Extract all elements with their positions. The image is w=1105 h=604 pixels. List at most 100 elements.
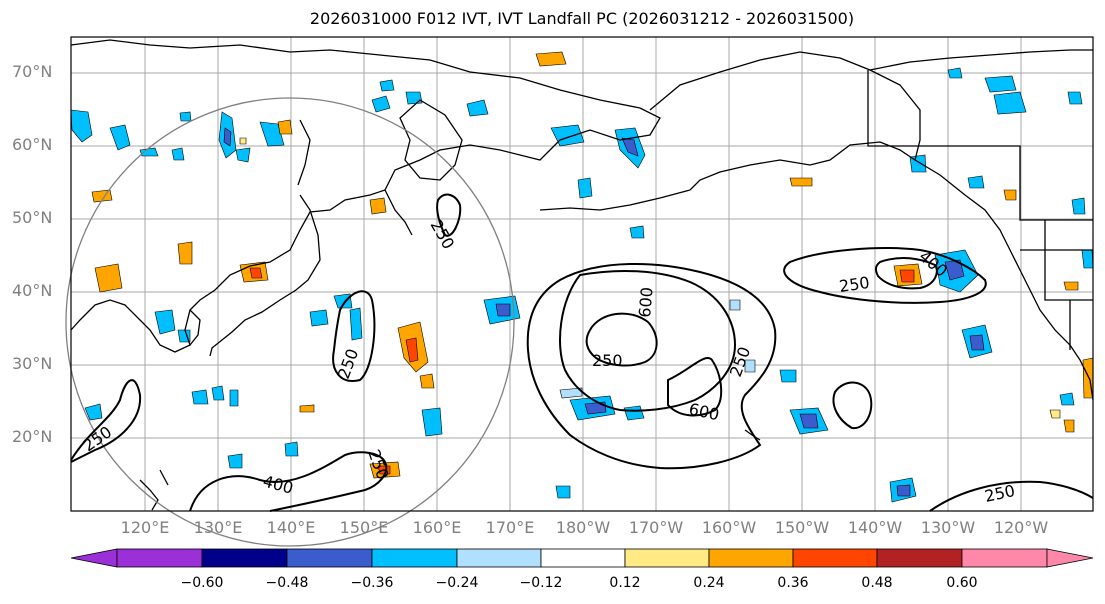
lon-label: 130°E bbox=[193, 518, 243, 537]
colorbar-tick-label: −0.24 bbox=[435, 575, 479, 591]
coastline-canada bbox=[869, 49, 1094, 401]
colorbar-segment bbox=[876, 548, 963, 568]
ivt-patch bbox=[623, 405, 645, 421]
lat-label: 40°N bbox=[12, 281, 53, 300]
lat-label: 30°N bbox=[12, 354, 53, 373]
ivt-patch bbox=[223, 127, 232, 147]
contour-250-north bbox=[436, 193, 462, 237]
colorbar-segment bbox=[116, 548, 203, 568]
contour-label: 600 bbox=[635, 286, 657, 318]
coastline-korea bbox=[189, 309, 201, 346]
ivt-patch bbox=[1067, 91, 1083, 105]
colorbar-segment bbox=[201, 548, 288, 568]
contour-label: 250 bbox=[838, 273, 871, 296]
colorbar-segment bbox=[624, 548, 710, 568]
ivt-patch bbox=[535, 51, 567, 67]
ivt-patch bbox=[349, 307, 363, 341]
ivt-patch bbox=[1063, 281, 1079, 291]
ivt-patch bbox=[896, 484, 911, 497]
lat-label: 20°N bbox=[12, 427, 53, 446]
ivt-patch bbox=[799, 413, 819, 429]
ivt-patch bbox=[789, 177, 813, 187]
colorbar-tick-label: −0.60 bbox=[180, 575, 224, 591]
contour-400-east bbox=[874, 257, 938, 290]
colorbar-extend-low bbox=[70, 548, 118, 568]
ivt-patch bbox=[154, 309, 176, 335]
contour-label: 250 bbox=[592, 351, 623, 370]
ivt-patch bbox=[495, 303, 511, 317]
ivt-patch bbox=[239, 137, 247, 145]
colorbar bbox=[70, 548, 1094, 568]
colorbar-segment bbox=[540, 548, 626, 568]
contour-250-west bbox=[70, 379, 142, 463]
ivt-patch bbox=[235, 147, 251, 163]
ivt-patch bbox=[969, 334, 985, 351]
lon-label: 130°W bbox=[920, 518, 976, 537]
ivt-patch bbox=[621, 137, 639, 157]
ivt-patch bbox=[947, 67, 963, 79]
ivt-patch bbox=[559, 387, 583, 399]
contour-labels: 250 250 250 250 250 250 250 250 400 400 … bbox=[79, 217, 1016, 506]
ivt-patch bbox=[967, 175, 985, 189]
ivt-patch bbox=[309, 309, 329, 327]
contour-600-central bbox=[585, 312, 658, 367]
ivt-patch bbox=[284, 441, 299, 457]
ivt-patch bbox=[993, 91, 1027, 115]
lat-label: 60°N bbox=[12, 135, 53, 154]
lon-label: 170°E bbox=[485, 518, 535, 537]
ivt-patch bbox=[629, 225, 645, 239]
ivt-patch bbox=[211, 385, 225, 401]
coastline-sakhalin bbox=[297, 119, 311, 186]
border-canada-us bbox=[867, 70, 1093, 221]
colorbar-tick-label: 0.60 bbox=[946, 575, 978, 591]
colorbar-tick-label: −0.36 bbox=[350, 575, 394, 591]
ivt-patch bbox=[1059, 392, 1075, 406]
ivt-patch bbox=[744, 359, 756, 373]
coastline-asia-north bbox=[70, 39, 661, 191]
ivt-patch bbox=[1003, 189, 1017, 201]
contour-250-japan bbox=[332, 290, 376, 382]
coastline-japan bbox=[209, 194, 321, 357]
coastline-philippines bbox=[139, 469, 169, 511]
colorbar-tick-label: −0.12 bbox=[519, 575, 563, 591]
ivt-patch bbox=[171, 147, 185, 161]
contour-400-central bbox=[559, 269, 737, 412]
map-frame bbox=[70, 36, 1094, 512]
colorbar-extend-high bbox=[1046, 548, 1094, 568]
ivt-patch bbox=[419, 373, 435, 389]
ivt-patch bbox=[94, 263, 123, 293]
map-title: 2026031000 F012 IVT, IVT Landfall PC (20… bbox=[309, 9, 855, 28]
colorbar-segment bbox=[708, 548, 794, 568]
ivt-patch bbox=[466, 99, 489, 117]
ivt-patch bbox=[249, 267, 263, 279]
ivt-patch bbox=[177, 241, 193, 265]
range-circle bbox=[65, 97, 515, 547]
colorbar-tick-label: −0.48 bbox=[265, 575, 309, 591]
colorbar-tick-label: 0.36 bbox=[777, 575, 809, 591]
lon-label: 180°W bbox=[555, 518, 611, 537]
coastline-kurils bbox=[384, 189, 413, 236]
coastline-kamchatka bbox=[399, 99, 463, 181]
ivt-patch bbox=[1063, 419, 1075, 433]
coastline-aleutians bbox=[539, 189, 691, 211]
contour-250-east bbox=[783, 247, 987, 304]
contour-600-east bbox=[667, 357, 723, 417]
ivt-patch bbox=[70, 109, 93, 143]
colorbar-tick-label: 0.12 bbox=[609, 575, 641, 591]
lon-label: 120°E bbox=[120, 518, 170, 537]
ivt-contours bbox=[70, 193, 1094, 512]
ivt-patch bbox=[1081, 249, 1094, 269]
coastline-hawaii bbox=[744, 429, 761, 441]
lon-label: 120°W bbox=[993, 518, 1049, 537]
ivt-patch bbox=[984, 75, 1017, 93]
contour-250-central bbox=[526, 262, 777, 470]
colorbar-tick-label: 0.24 bbox=[693, 575, 725, 591]
contour-250-south bbox=[189, 451, 388, 512]
ivt-patch bbox=[109, 124, 131, 151]
lon-label: 160°W bbox=[701, 518, 757, 537]
colorbar-tick-label: 0.48 bbox=[861, 575, 893, 591]
ivt-patch bbox=[779, 369, 797, 383]
lon-label: 140°W bbox=[847, 518, 903, 537]
ivt-patch bbox=[259, 121, 285, 147]
